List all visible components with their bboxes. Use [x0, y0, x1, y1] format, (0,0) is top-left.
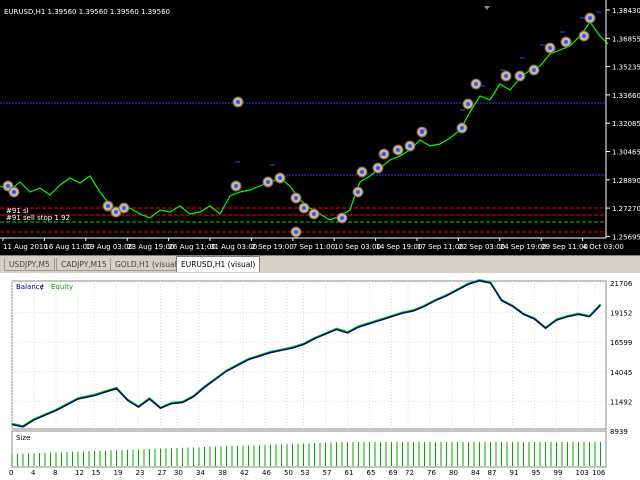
price-series	[0, 20, 609, 221]
time-tick-label: 2 Sep 19:00	[251, 243, 293, 251]
trade-tick-label: 76	[427, 469, 436, 477]
trade-tick-label: 72	[405, 469, 414, 477]
trade-tick-label: 15	[92, 469, 101, 477]
time-tick-label: 29 Sep 11:00	[541, 243, 588, 251]
trade-tick-label: 57	[323, 469, 332, 477]
time-tick-label: 19 Aug 03:00	[86, 243, 133, 251]
price-tick-label: 1.32085	[612, 120, 640, 128]
time-tick-label: 23 Aug 19:00	[127, 243, 174, 251]
legend-balance: Balance	[16, 283, 44, 291]
trade-tick-label: 30	[174, 469, 183, 477]
price-tick-label: 1.25695	[612, 233, 640, 241]
balance-tick-label: 16599	[610, 339, 632, 347]
price-chart[interactable]: 1.38430 1.36855 1.35235 1.33660 1.32085 1.304…	[0, 0, 640, 255]
time-tick-label: 22 Sep 03:00	[458, 243, 505, 251]
trade-tick-label: 4	[31, 469, 36, 477]
trade-tick-label: 8	[53, 469, 57, 477]
price-tick-label: 1.27270	[612, 205, 640, 213]
tab-cadjpy-m15[interactable]: CADJPY,M15	[56, 258, 112, 271]
trade-markers	[2, 12, 596, 238]
trade-tick-label: 87	[488, 469, 497, 477]
time-tick-label: 16 Aug 11:00	[44, 243, 91, 251]
trade-tick-label: 38	[218, 469, 227, 477]
trade-tick-label: 61	[345, 469, 354, 477]
legend-separator: /	[41, 283, 44, 291]
price-tick-label: 1.33660	[612, 92, 640, 100]
trade-tick-label: 46	[262, 469, 271, 477]
order-label-sellstop: #91 sell stop 1.92	[6, 214, 70, 222]
size-bars	[11, 442, 601, 466]
chart-tabs: USDJPY,M5 CADJPY,M15 GOLD,H1 (visual) EU…	[0, 255, 640, 274]
chart-title: EURUSD,H1 1.39560 1.39560 1.39560 1.3956…	[4, 8, 170, 16]
size-label: Size	[16, 434, 30, 442]
trade-tick-label: 34	[196, 469, 205, 477]
trade-tick-label: 0	[9, 469, 13, 477]
time-tick-label: 31 Aug 03:00	[210, 243, 257, 251]
price-tick-label: 1.36855	[612, 35, 640, 43]
trade-tick-label: 50	[284, 469, 293, 477]
trade-tick-label: 80	[449, 469, 458, 477]
trade-tick-label: 95	[532, 469, 541, 477]
balance-chart-canvas: Balance / Equity 21706 19152 16599 14045 114…	[9, 279, 633, 477]
balance-tick-label: 21706	[610, 280, 633, 288]
trade-tick-label: 19	[114, 469, 123, 477]
tab-usdjpy-m5[interactable]: USDJPY,M5	[4, 258, 55, 271]
balance-report: Balance / Equity 21706 19152 16599 14045 114…	[0, 273, 640, 480]
time-tick-label: 4 Oct 03:00	[583, 243, 624, 251]
trade-tick-label: 69	[389, 469, 398, 477]
time-tick-label: 11 Aug 2010	[3, 243, 48, 251]
order-label-sl: #91 sl	[6, 207, 29, 215]
trade-tick-label: 91	[510, 469, 519, 477]
trade-tick-label: 12	[75, 469, 84, 477]
tab-eurusd-h1[interactable]: EURUSD,H1 (visual)	[176, 256, 261, 272]
balance-tick-label: 14045	[610, 369, 632, 377]
trade-tick-label: 106	[592, 469, 606, 477]
price-axis: 1.38430 1.36855 1.35235 1.33660 1.32085 1.304…	[606, 7, 640, 241]
balance-tick-label: 8939	[610, 428, 628, 436]
trade-tick-label: 27	[158, 469, 167, 477]
time-tick-label: 26 Aug 11:00	[169, 243, 216, 251]
price-tick-label: 1.28890	[612, 177, 640, 185]
trade-tick-label: 42	[240, 469, 249, 477]
trade-tick-label: 53	[301, 469, 310, 477]
time-tick-label: 14 Sep 19:00	[376, 243, 423, 251]
price-tick-label: 1.30465	[612, 149, 640, 157]
balance-line	[11, 280, 602, 428]
trade-tick-label: 103	[576, 469, 589, 477]
time-tick-label: 7 Sep 11:00	[293, 243, 335, 251]
price-tick-label: 1.38430	[612, 7, 640, 15]
chart-shift-marker[interactable]	[484, 6, 490, 10]
balance-tick-label: 11492	[610, 398, 632, 406]
tab-gold-h1[interactable]: GOLD,H1 (visual)	[110, 258, 185, 271]
time-tick-label: 24 Sep 19:00	[500, 243, 547, 251]
time-tick-label: 10 Sep 03:00	[334, 243, 381, 251]
order-dashes	[235, 11, 601, 166]
trade-tick-label: 84	[471, 469, 480, 477]
legend-equity: Equity	[51, 283, 73, 291]
price-tick-label: 1.35235	[612, 64, 640, 72]
balance-axis: 21706 19152 16599 14045 11492 8939	[610, 280, 633, 436]
trade-tick-label: 65	[367, 469, 376, 477]
trade-number-axis: 0 4 8 12 15 19 23 27 30 34 38 42 46 50 53 57 61 65 69 72 76 8…	[9, 469, 606, 477]
price-chart-canvas: 1.38430 1.36855 1.35235 1.33660 1.32085 1.304…	[0, 0, 640, 251]
balance-tick-label: 19152	[610, 310, 632, 318]
balance-plot-frame	[11, 280, 607, 430]
trade-tick-label: 99	[554, 469, 563, 477]
trade-tick-label: 23	[136, 469, 145, 477]
equity-line	[11, 279, 602, 427]
time-tick-label: 17 Sep 11:00	[417, 243, 464, 251]
